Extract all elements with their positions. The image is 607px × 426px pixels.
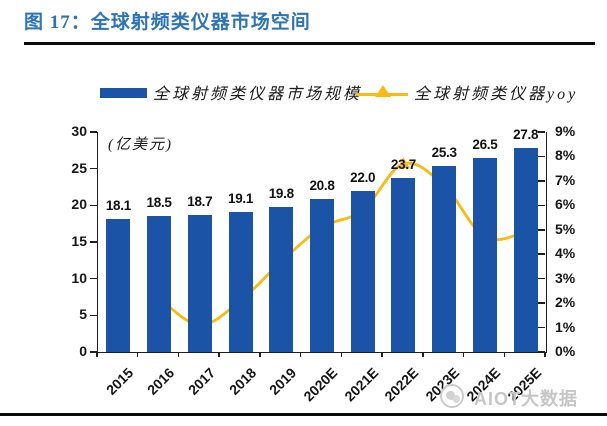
bar-value-label: 23.7 bbox=[390, 157, 416, 173]
x-axis-tickmark bbox=[299, 352, 302, 357]
chart-legend: 全球射频类仪器市场规模 全球射频类仪器yoy bbox=[0, 80, 607, 104]
right-axis-tickmark bbox=[538, 229, 545, 231]
right-axis-tick-0%: 0% bbox=[555, 343, 576, 359]
left-axis-tick-5: 5 bbox=[79, 306, 87, 323]
legend-line-swatch-icon bbox=[356, 85, 408, 97]
bar-2024E bbox=[472, 157, 497, 352]
left-axis-unit-label: (亿美元) bbox=[108, 137, 173, 153]
left-axis-tick-30: 30 bbox=[71, 123, 87, 139]
right-axis-tickmark bbox=[538, 155, 545, 158]
x-axis-tickmark bbox=[462, 352, 465, 357]
x-axis-tickmark bbox=[340, 352, 343, 357]
right-axis-tickmark bbox=[538, 131, 545, 133]
triangle-marker-icon bbox=[396, 157, 410, 169]
right-axis-tick-4%: 4% bbox=[555, 245, 576, 262]
bar-2018 bbox=[228, 211, 253, 352]
right-axis-tickmark bbox=[538, 180, 545, 182]
bar-2023E bbox=[432, 166, 457, 352]
bar-value-label: 19.8 bbox=[268, 185, 294, 201]
bar-2022E bbox=[391, 178, 416, 352]
right-axis-tick-8%: 8% bbox=[555, 147, 576, 164]
left-axis-tickmark bbox=[90, 351, 97, 353]
left-axis-tickmark bbox=[90, 204, 97, 207]
legend-bar-swatch-icon bbox=[100, 88, 147, 98]
x-axis-tickmark bbox=[422, 352, 424, 357]
bar-value-label: 25.3 bbox=[431, 145, 457, 161]
left-axis-tick-0: 0 bbox=[79, 343, 87, 359]
left-axis-tick-15: 15 bbox=[71, 233, 87, 249]
left-axis-tickmark bbox=[90, 241, 97, 243]
right-axis-tickmark bbox=[538, 253, 545, 255]
right-axis-tick-9%: 9% bbox=[555, 123, 576, 139]
x-axis-tickmark bbox=[544, 352, 546, 357]
right-axis-tickmark bbox=[538, 302, 545, 304]
left-axis-tick-10: 10 bbox=[71, 269, 87, 286]
figure-title: 图 17：全球射频类仪器市场空间 bbox=[24, 12, 311, 33]
bar-value-label: 18.1 bbox=[105, 198, 131, 214]
legend-line-label: 全球射频类仪器yoy bbox=[414, 86, 579, 103]
bar-value-label: 19.1 bbox=[227, 190, 254, 206]
x-axis-tickmark bbox=[136, 352, 139, 357]
bar-value-label: 18.5 bbox=[146, 195, 172, 211]
bar-2025E bbox=[513, 148, 538, 352]
right-axis-tick-1%: 1% bbox=[555, 318, 576, 335]
bar-value-label: 18.7 bbox=[187, 193, 213, 209]
bar-2015 bbox=[106, 219, 131, 352]
watermark-text: AIOT大数据 bbox=[474, 389, 578, 409]
right-axis-tick-7%: 7% bbox=[555, 171, 576, 188]
right-axis-tickmark bbox=[538, 351, 545, 353]
left-axis-tickmark bbox=[90, 131, 97, 133]
left-axis-tick-25: 25 bbox=[71, 159, 87, 176]
x-axis-tickmark bbox=[259, 352, 261, 357]
left-axis-tick-20: 20 bbox=[71, 196, 87, 213]
left-axis-tickmark bbox=[90, 277, 97, 280]
right-axis-tickmark bbox=[538, 204, 545, 207]
bar-2016 bbox=[147, 216, 172, 352]
bar-value-label: 22.0 bbox=[350, 169, 376, 185]
bar-2021E bbox=[350, 190, 375, 352]
bar-value-label: 27.8 bbox=[513, 127, 539, 143]
x-axis-tickmark bbox=[177, 352, 180, 357]
x-axis-tickmark bbox=[381, 352, 383, 357]
x-axis-tickmark bbox=[96, 352, 98, 357]
bar-value-label: 26.5 bbox=[472, 136, 498, 152]
right-axis-tick-2%: 2% bbox=[555, 294, 576, 311]
right-axis-tickmark bbox=[538, 277, 545, 280]
watermark-logo-icon bbox=[440, 384, 464, 408]
right-axis-tick-6%: 6% bbox=[555, 196, 576, 213]
left-axis-tickmark bbox=[90, 314, 97, 317]
bar-2017 bbox=[187, 214, 212, 352]
bottom-divider bbox=[0, 413, 607, 416]
x-axis-tickmark bbox=[503, 352, 506, 357]
legend-bar-label: 全球射频类仪器市场规模 bbox=[153, 86, 363, 103]
right-axis-tickmark bbox=[538, 326, 545, 329]
chart-plot-area: (亿美元) 18.1 18.5 18.7 19.1 19.8 20.8 22.0 23.7 25… bbox=[97, 127, 547, 353]
left-axis-tickmark bbox=[90, 167, 97, 170]
bar-2020E bbox=[310, 199, 334, 352]
right-axis-tick-5%: 5% bbox=[555, 220, 576, 237]
x-axis-tickmark bbox=[218, 352, 220, 357]
right-axis-tick-3%: 3% bbox=[555, 269, 576, 286]
bar-2019 bbox=[269, 206, 294, 352]
bar-value-label: 20.8 bbox=[309, 178, 335, 194]
triangle-marker-icon bbox=[375, 85, 391, 97]
title-divider bbox=[24, 42, 595, 45]
